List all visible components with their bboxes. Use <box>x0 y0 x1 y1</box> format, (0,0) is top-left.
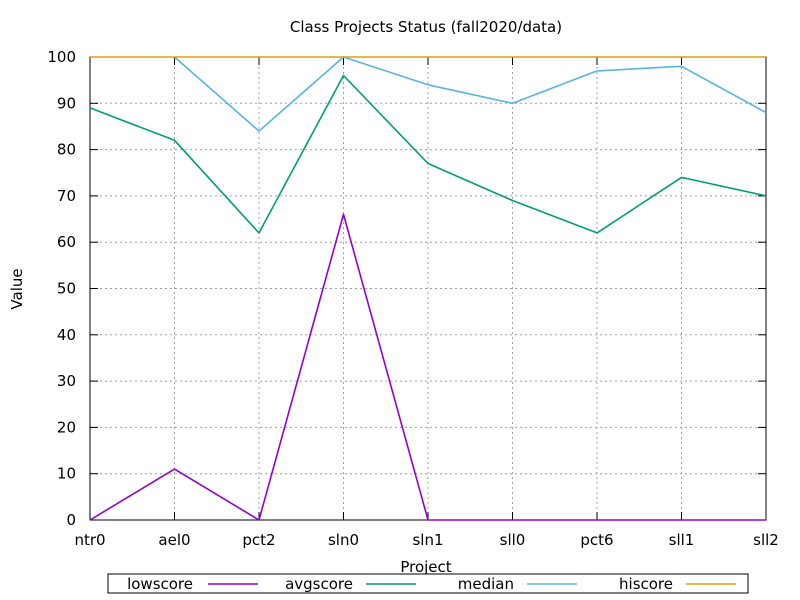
legend: lowscore avgscore median hiscore <box>107 573 749 594</box>
x-tick-label: sll0 <box>500 531 526 549</box>
y-tick-label: 100 <box>47 48 76 66</box>
y-tick-label: 60 <box>57 233 76 251</box>
y-tick-label: 80 <box>57 141 76 159</box>
series-line-avgscore <box>89 74 767 234</box>
y-tick-label: 90 <box>57 94 76 112</box>
y-tick-label: 0 <box>66 511 76 529</box>
legend-label-avgscore: avgscore <box>285 575 353 593</box>
legend-label-lowscore: lowscore <box>127 575 193 593</box>
x-tick-label: sln1 <box>412 531 443 549</box>
y-axis-ticks: 0 10 20 30 40 50 60 70 80 90 100 <box>47 48 766 529</box>
legend-box <box>107 573 749 594</box>
y-tick-label: 20 <box>57 418 76 436</box>
series-line-median <box>173 56 767 132</box>
series-line-lowscore <box>89 213 766 521</box>
x-tick-label: sll2 <box>753 531 779 549</box>
y-tick-label: 30 <box>57 372 76 390</box>
y-tick-label: 50 <box>57 280 76 298</box>
grid <box>90 57 766 520</box>
y-tick-label: 40 <box>57 326 76 344</box>
x-axis-ticks: ntr0 ael0 pct2 sln0 sln1 sll0 pct6 sll1 sll2 <box>74 57 779 549</box>
x-tick-label: ael0 <box>158 531 190 549</box>
legend-label-hiscore: hiscore <box>619 575 673 593</box>
x-tick-label: pct6 <box>580 531 613 549</box>
series-lines <box>89 56 767 521</box>
y-tick-label: 10 <box>57 465 76 483</box>
x-tick-label: sln0 <box>328 531 359 549</box>
x-tick-label: ntr0 <box>74 531 105 549</box>
x-tick-label: pct2 <box>242 531 275 549</box>
y-tick-label: 70 <box>57 187 76 205</box>
chart-title: Class Projects Status (fall2020/data) <box>290 18 562 36</box>
x-tick-label: sll1 <box>669 531 695 549</box>
x-axis-label: Project <box>400 558 451 576</box>
legend-label-median: median <box>458 575 514 593</box>
y-axis-label: Value <box>8 268 26 309</box>
